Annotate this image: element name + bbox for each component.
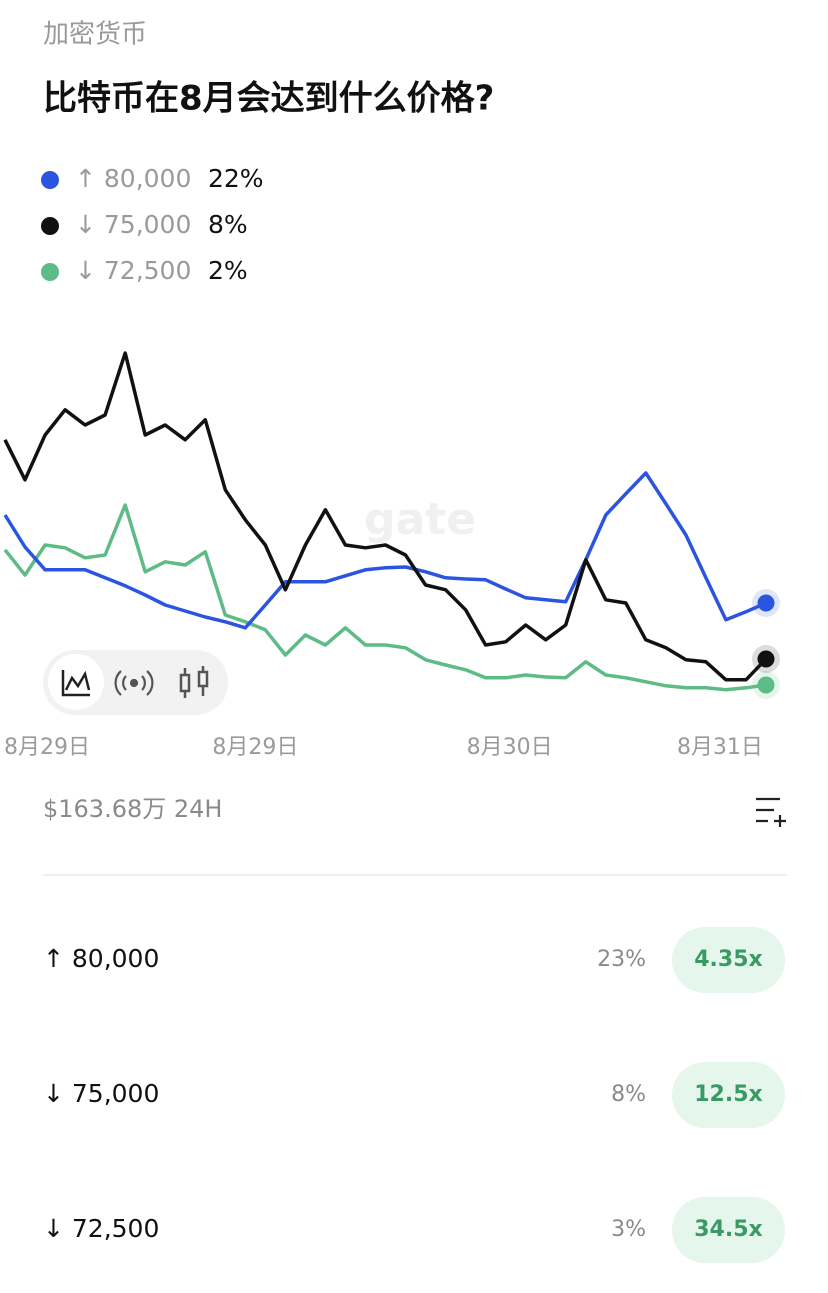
legend-label: ↓ 72,500	[75, 256, 191, 285]
end-dot	[757, 676, 775, 694]
legend-probability: 2%	[208, 256, 248, 285]
x-tick-label: 8月31日	[677, 735, 763, 760]
legend-probability: 22%	[208, 164, 264, 193]
legend-probability: 8%	[208, 210, 248, 239]
x-axis: 8月29日 8月29日 8月30日 8月31日	[4, 735, 763, 760]
outcome-percent: 23%	[597, 947, 646, 972]
outcome-list: ↑ 80,000 23% 4.35x ↓ 75,000 8% 12.5x ↓ 72,500 3…	[43, 927, 785, 1263]
outcome-row[interactable]: ↓ 72,500 3% 34.5x	[43, 1197, 785, 1263]
payout: 4.35x	[694, 947, 762, 972]
title: 比特币在8月会达到什么价格?	[43, 79, 494, 119]
volume: $163.68万 24H	[43, 795, 222, 823]
legend: ↑ 80,000 22% ↓ 75,000 8% ↓ 72,500 2%	[41, 164, 264, 285]
end-dot	[757, 594, 775, 612]
outcome-label: ↑ 80,000	[43, 944, 159, 973]
series-line	[3, 503, 767, 692]
end-dot	[757, 650, 775, 668]
legend-label: ↑ 80,000	[75, 164, 191, 193]
line-icon	[61, 670, 91, 697]
legend-dot	[41, 171, 59, 189]
outcome-label: ↓ 72,500	[43, 1214, 159, 1243]
payout-chip[interactable]	[672, 927, 785, 993]
chart-toggle[interactable]	[43, 650, 228, 715]
outcome-row[interactable]: ↑ 80,000 23% 4.35x	[43, 927, 785, 993]
legend-dot	[41, 217, 59, 235]
live-icon[interactable]	[114, 670, 154, 696]
plot: gate	[3, 351, 780, 699]
legend-dot	[41, 263, 59, 281]
series-line	[3, 351, 768, 682]
x-tick-label: 8月29日	[4, 735, 90, 760]
candle-icon[interactable]	[179, 666, 209, 698]
payout: 12.5x	[694, 1082, 762, 1107]
x-tick-label: 8月30日	[467, 735, 553, 760]
outcome-percent: 3%	[611, 1217, 646, 1242]
x-tick-label: 8月29日	[212, 735, 298, 760]
outcome-percent: 8%	[611, 1082, 646, 1107]
outcome-label: ↓ 75,000	[43, 1079, 159, 1108]
watermark: gate	[364, 494, 476, 545]
legend-label: ↓ 75,000	[75, 210, 191, 239]
add-list-icon[interactable]	[756, 797, 786, 827]
outcome-row[interactable]: ↓ 75,000 8% 12.5x	[43, 1062, 785, 1128]
payout-chip[interactable]	[672, 1197, 785, 1263]
payout: 34.5x	[694, 1217, 762, 1242]
payout-chip[interactable]	[672, 1062, 785, 1128]
category: 加密货币	[43, 20, 147, 50]
series-line	[3, 471, 767, 630]
